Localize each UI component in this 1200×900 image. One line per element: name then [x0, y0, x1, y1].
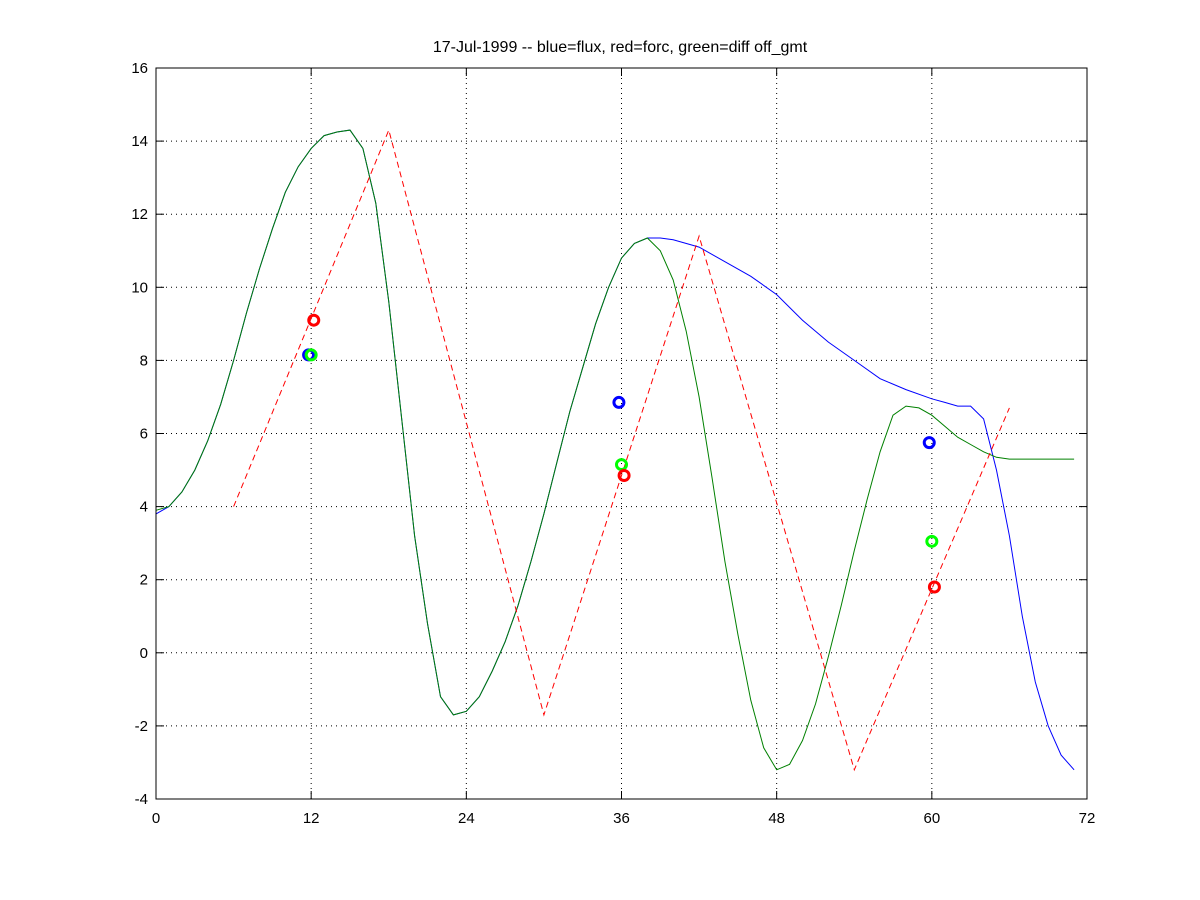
y-tick-label: 2: [140, 572, 148, 589]
x-tick-label: 0: [152, 810, 160, 827]
series-line-diff: [155, 129, 1075, 771]
x-tick-labels: 0 12 24 36 48 60 72: [152, 810, 1096, 827]
y-tick-label: -2: [135, 718, 148, 735]
y-tick-label: -4: [135, 791, 148, 808]
axis-ticks: [155, 67, 1088, 800]
x-tick-label: 24: [458, 810, 475, 827]
series-layer: [155, 128, 1075, 772]
x-tick-label: 60: [923, 810, 940, 827]
y-tick-label: 10: [131, 279, 148, 296]
x-tick-label: 72: [1079, 810, 1096, 827]
marker-layer: [302, 313, 941, 594]
marker-forc: [617, 469, 631, 483]
x-tick-label: 12: [303, 810, 320, 827]
y-tick-label: 0: [140, 645, 148, 662]
y-tick-label: 8: [140, 352, 148, 369]
marker-flux: [922, 436, 936, 450]
y-tick-label: 14: [131, 133, 148, 150]
x-tick-label: 36: [613, 810, 630, 827]
marker-diff: [304, 348, 318, 362]
marker-diff: [925, 534, 939, 548]
y-tick-label: 6: [140, 426, 148, 443]
marker-forc: [927, 580, 941, 594]
marker-forc: [307, 313, 321, 327]
y-tick-label: 4: [140, 499, 148, 516]
marker-flux: [612, 395, 626, 409]
y-tick-label: 12: [131, 206, 148, 223]
chart-title: 17-Jul-1999 -- blue=flux, red=forc, gree…: [433, 39, 808, 56]
y-tick-labels: -4 -2 0 2 4 6 8 10 12 14 16: [131, 60, 148, 808]
x-tick-label: 48: [768, 810, 785, 827]
y-tick-label: 16: [131, 60, 148, 77]
series-line-forc: [233, 128, 1010, 772]
marker-diff: [615, 458, 628, 472]
